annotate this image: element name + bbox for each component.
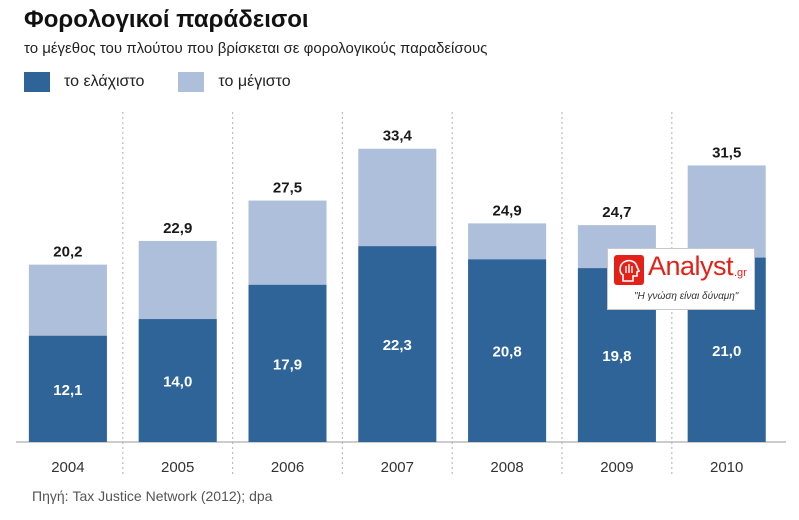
bar-min <box>28 335 107 442</box>
legend-swatch-max <box>178 72 205 92</box>
x-tick-label: 2004 <box>51 459 84 476</box>
x-tick-label: 2010 <box>710 459 743 476</box>
data-label-min: 14,0 <box>163 374 192 391</box>
x-tick-label: 2007 <box>381 459 414 476</box>
bar-min <box>138 319 217 442</box>
legend-item-max: το μέγιστο <box>178 72 291 92</box>
logo-slogan: "Η γνώση είναι δύναμη" <box>634 291 739 302</box>
chart-title: Φορολογικοί παράδεισοι <box>24 6 309 33</box>
legend-item-min: το ελάχιστο <box>24 72 144 92</box>
data-label-max: 24,9 <box>492 202 521 219</box>
data-label-min: 19,8 <box>602 348 631 365</box>
x-tick-label: 2009 <box>600 459 633 476</box>
legend-swatch-min <box>24 72 50 92</box>
legend-label-min: το ελάχιστο <box>64 73 145 90</box>
data-label-min: 17,9 <box>273 356 302 373</box>
data-label-max: 24,7 <box>602 204 631 221</box>
data-label-min: 12,1 <box>53 382 82 399</box>
chart-subtitle: το μέγεθος του πλούτου που βρίσκεται σε … <box>24 40 488 57</box>
source-note: Πηγή: Tax Justice Network (2012); dpa <box>32 488 273 504</box>
head-profile-icon <box>614 255 644 285</box>
logo-brand: Analyst <box>648 251 734 281</box>
x-tick-label: 2008 <box>490 459 523 476</box>
data-label-min: 21,0 <box>712 343 741 360</box>
data-label-min: 20,8 <box>492 344 521 361</box>
data-label-max: 22,9 <box>163 220 192 237</box>
logo-domain: .gr <box>734 267 747 279</box>
data-label-max: 27,5 <box>273 180 302 197</box>
legend-label-max: το μέγιστο <box>218 73 291 90</box>
data-label-max: 31,5 <box>712 144 741 161</box>
bar-min <box>358 246 437 442</box>
legend: το ελάχιστο το μέγιστο <box>24 72 325 92</box>
x-tick-label: 2005 <box>161 459 194 476</box>
bar-min <box>468 259 547 442</box>
data-label-max: 20,2 <box>53 244 82 261</box>
bar-min <box>248 284 327 442</box>
x-tick-label: 2006 <box>271 459 304 476</box>
data-label-min: 22,3 <box>383 337 412 354</box>
data-label-max: 33,4 <box>383 128 413 145</box>
analyst-logo: Analyst .gr "Η γνώση είναι δύναμη" <box>607 248 755 310</box>
